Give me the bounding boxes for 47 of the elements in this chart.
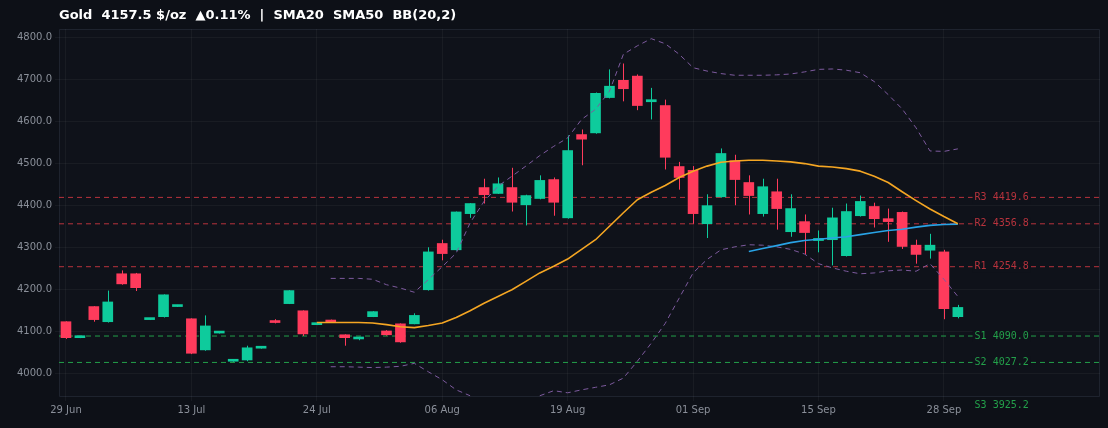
candlestick xyxy=(297,309,309,337)
candlestick xyxy=(910,239,922,265)
candlestick xyxy=(576,129,587,166)
y-tick-label: 4600.0 xyxy=(17,115,52,127)
candlestick xyxy=(436,239,448,261)
x-tick-label: 19 Aug xyxy=(549,403,586,415)
candlestick xyxy=(520,194,532,226)
y-tick-label: 4000.0 xyxy=(17,367,52,379)
y-tick-label: 4800.0 xyxy=(17,31,52,43)
candlestick xyxy=(618,62,629,102)
y-tick-label: 4100.0 xyxy=(17,325,52,337)
candlestick xyxy=(102,290,114,324)
candlestick xyxy=(548,176,560,217)
candlestick xyxy=(882,208,894,243)
candlestick xyxy=(868,202,880,229)
x-tick-label: 28 Sep xyxy=(926,403,962,415)
x-tick-label: 01 Sep xyxy=(675,403,711,415)
line-series xyxy=(330,38,959,293)
candlestick xyxy=(701,193,713,239)
candlestick xyxy=(506,167,518,213)
candlestick xyxy=(924,233,936,260)
candlestick xyxy=(771,178,783,231)
x-tick-label: 29 Jun xyxy=(50,403,82,415)
candlestick xyxy=(645,87,657,120)
x-tick-label: 06 Aug xyxy=(424,403,460,415)
candlestick xyxy=(743,174,755,215)
candlestick xyxy=(785,193,796,238)
y-tick-label: 4300.0 xyxy=(17,241,52,253)
ref-line-label: R3 4419.6 xyxy=(974,190,1029,202)
candlestick xyxy=(158,293,169,319)
ref-line-label: R2 4356.8 xyxy=(974,217,1029,229)
x-tick-label: 15 Sep xyxy=(801,403,836,415)
candlestick xyxy=(478,178,490,205)
text: S3 3925.2 xyxy=(974,398,1029,410)
y-tick-label: 4500.0 xyxy=(17,157,52,169)
candlestick xyxy=(854,195,866,218)
ref-line-label: R1 4254.8 xyxy=(974,260,1029,272)
y-tick-label: 4700.0 xyxy=(17,73,52,85)
y-tick-label: 4400.0 xyxy=(17,199,52,211)
y-tick-label: 4200.0 xyxy=(17,283,52,295)
chart-title: Gold 4157.5 $/oz ▲0.11% | SMA20 SMA50 BB(20,2) xyxy=(59,7,457,23)
x-tick-label: 13 Jul xyxy=(177,403,206,415)
ref-line-label: S1 4090.0 xyxy=(974,329,1029,341)
candlestick xyxy=(799,213,810,255)
candlestick xyxy=(827,207,838,266)
ref-line-label: S2 4027.2 xyxy=(974,356,1029,368)
x-tick-label: 24 Jul xyxy=(302,403,331,415)
